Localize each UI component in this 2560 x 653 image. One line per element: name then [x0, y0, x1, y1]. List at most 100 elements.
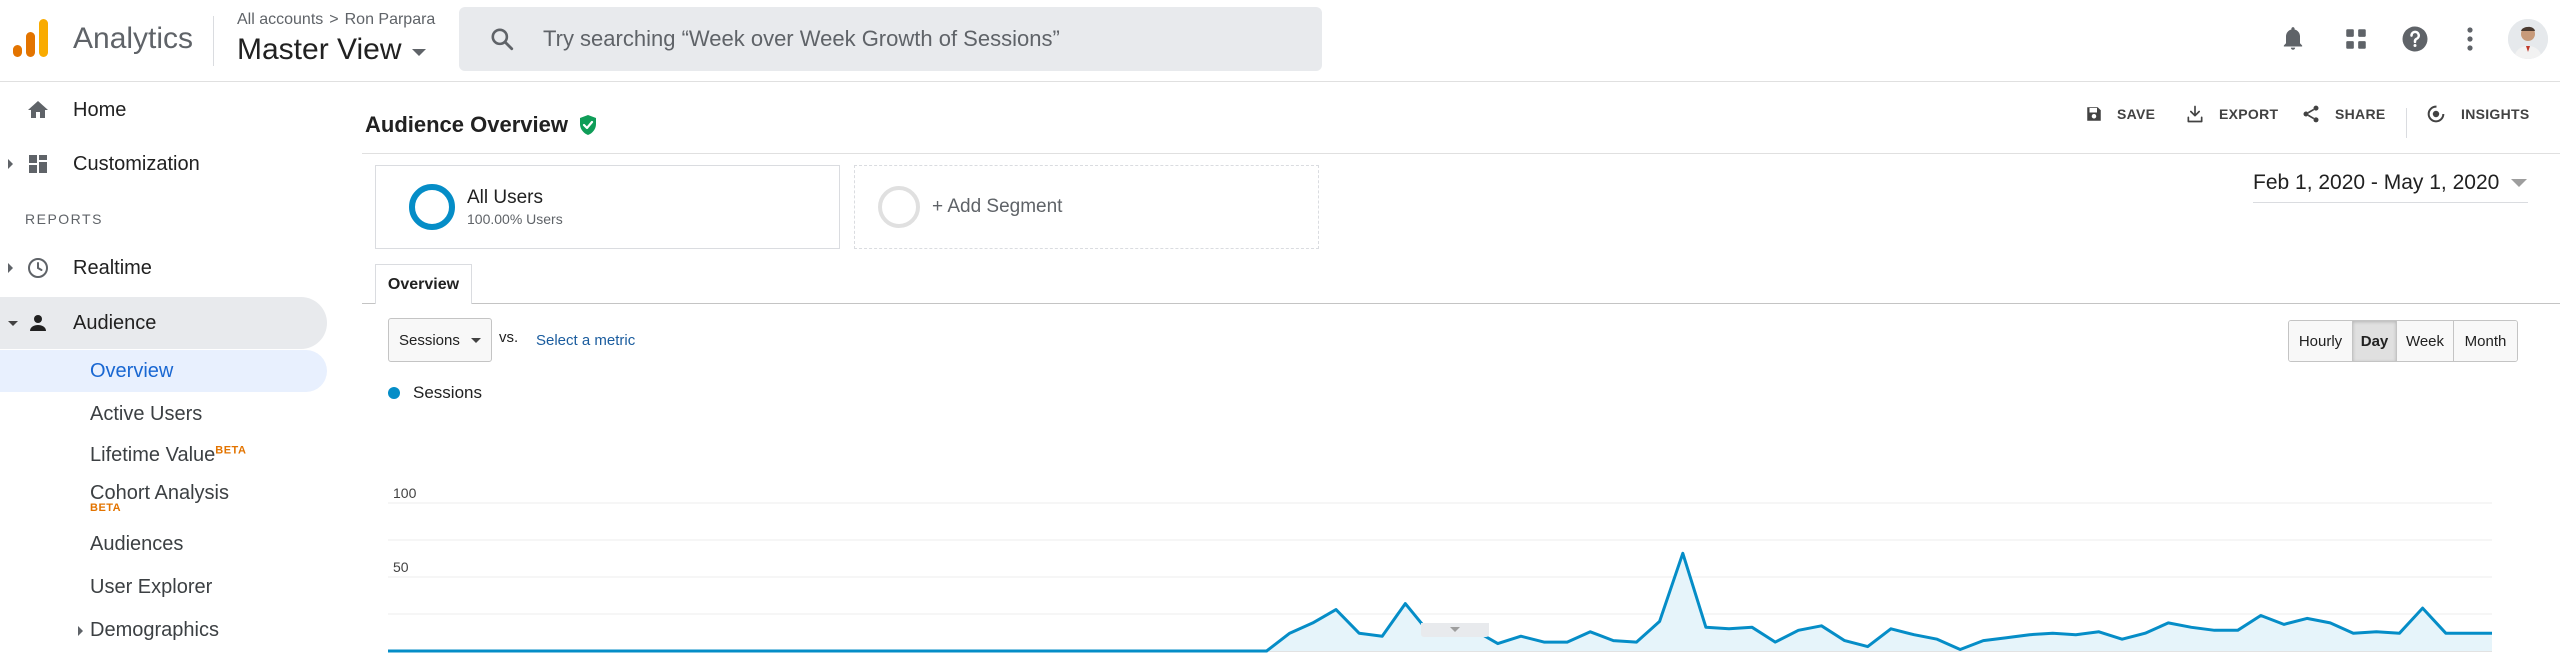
beta-badge: BETA — [90, 502, 122, 514]
search-bar[interactable]: Try searching “Week over Week Growth of … — [459, 7, 1322, 71]
sidebar-item-demographics[interactable]: Demographics — [78, 619, 219, 642]
save-icon — [2087, 107, 2101, 121]
avatar[interactable] — [2508, 19, 2548, 59]
help-icon[interactable] — [2399, 23, 2431, 55]
sidebar-item-label: Lifetime Value — [90, 444, 216, 466]
app-name: Analytics — [73, 22, 194, 55]
add-segment-label: + Add Segment — [932, 196, 1063, 217]
sidebar-item-audiences[interactable]: Audiences — [90, 533, 184, 555]
share-button[interactable]: SHARE — [2301, 104, 2386, 124]
tab-overview[interactable]: Overview — [375, 264, 472, 304]
save-label: SAVE — [2117, 106, 2156, 122]
granularity-month-button[interactable]: Month — [2454, 321, 2517, 361]
sidebar-item-cohort-analysis[interactable]: Cohort Analysis BETA — [90, 482, 229, 514]
select-metric-link[interactable]: Select a metric — [536, 332, 636, 349]
actions-divider — [2406, 108, 2407, 138]
legend-label: Sessions — [413, 383, 482, 402]
add-segment-button[interactable]: + Add Segment — [854, 165, 1319, 249]
date-range-label: Feb 1, 2020 - May 1, 2020 — [2253, 171, 2500, 194]
insights-label: INSIGHTS — [2461, 106, 2530, 122]
y-tick-label: 50 — [393, 559, 409, 575]
reports-section-label: REPORTS — [25, 211, 103, 227]
legend-dot-icon — [388, 387, 400, 399]
share-label: SHARE — [2335, 106, 2386, 122]
chevron-down-icon — [2511, 179, 2528, 187]
sidebar-item-label: Demographics — [90, 619, 219, 641]
export-label: EXPORT — [2219, 106, 2279, 122]
chart-collapse-handle[interactable] — [1421, 623, 1489, 637]
sidebar-item-label: Home — [73, 98, 127, 121]
chevron-down-icon — [471, 337, 481, 343]
segment-percentage: 100.00% Users — [467, 211, 563, 227]
sessions-chart[interactable]: 10050March 2020April 2020May 2... — [362, 404, 2560, 653]
insights-button[interactable]: INSIGHTS — [2425, 103, 2530, 125]
metric-selector-value: Sessions — [399, 331, 460, 349]
collapse-arrow-icon — [8, 320, 18, 326]
sidebar-item-home[interactable]: Home — [0, 90, 330, 130]
metric-selector[interactable]: Sessions — [388, 318, 492, 362]
sidebar-item-realtime[interactable]: Realtime — [0, 248, 330, 288]
sidebar-item-overview[interactable]: Overview — [90, 360, 174, 382]
header-divider — [213, 16, 214, 66]
segment-name: All Users — [467, 187, 544, 208]
segment-ring-icon — [409, 184, 455, 230]
insights-icon — [2427, 105, 2445, 123]
sidebar-item-audience[interactable]: Audience — [0, 303, 330, 343]
tab-divider — [362, 303, 2560, 304]
sidebar-item-label: Customization — [73, 152, 200, 175]
more-vert-icon[interactable] — [2454, 23, 2486, 55]
expand-arrow-icon — [8, 263, 13, 273]
sidebar-item-customization[interactable]: Customization — [0, 144, 330, 184]
breadcrumb-separator: > — [329, 11, 339, 28]
verified-shield-icon — [579, 115, 596, 135]
download-icon — [2187, 105, 2203, 123]
share-icon — [2303, 105, 2319, 123]
sidebar: Home Customization REPORTS Realtime Audi… — [0, 82, 337, 653]
granularity-week-button[interactable]: Week — [2397, 321, 2454, 361]
breadcrumb-all-accounts[interactable]: All accounts — [237, 11, 324, 28]
view-name: Master View — [237, 33, 402, 66]
vs-label: vs. — [499, 329, 519, 346]
save-button[interactable]: SAVE — [2085, 105, 2155, 123]
home-icon — [28, 101, 48, 118]
breadcrumb[interactable]: All accounts > Ron Parpara — [237, 11, 435, 29]
sidebar-item-label: Audience — [73, 311, 157, 334]
chevron-down-icon — [411, 48, 426, 56]
search-placeholder: Try searching “Week over Week Growth of … — [543, 26, 1060, 51]
bell-icon[interactable] — [2277, 23, 2309, 55]
page-title: Audience Overview — [365, 112, 598, 138]
person-icon — [30, 315, 46, 331]
y-tick-label: 100 — [393, 485, 417, 501]
top-app-bar: Analytics All accounts > Ron Parpara Maste… — [0, 0, 2560, 82]
granularity-hourly-button[interactable]: Hourly — [2289, 321, 2353, 361]
date-range-picker[interactable]: Feb 1, 2020 - May 1, 2020 — [2253, 171, 2528, 195]
expand-arrow-icon — [8, 159, 13, 169]
apps-grid-icon[interactable] — [2340, 23, 2372, 55]
date-range-underline — [2253, 202, 2528, 203]
sidebar-item-label: Realtime — [73, 256, 152, 279]
analytics-logo[interactable] — [13, 19, 49, 57]
title-divider — [362, 153, 2560, 154]
chart-legend: Sessions — [388, 383, 482, 403]
granularity-toggle: Hourly Day Week Month — [2288, 320, 2518, 362]
search-icon — [491, 28, 514, 51]
dashboard-icon — [29, 155, 47, 173]
page-title-text: Audience Overview — [365, 112, 568, 137]
clock-icon — [28, 258, 48, 278]
sidebar-item-user-explorer[interactable]: User Explorer — [90, 576, 213, 598]
breadcrumb-account[interactable]: Ron Parpara — [344, 11, 436, 28]
sidebar-item-label: Cohort Analysis — [90, 482, 229, 504]
granularity-day-button[interactable]: Day — [2353, 321, 2397, 361]
chevron-down-icon — [1450, 627, 1460, 632]
view-selector[interactable]: Master View — [237, 33, 426, 67]
sidebar-item-active-users[interactable]: Active Users — [90, 403, 203, 425]
sidebar-selected-bg — [0, 350, 327, 392]
export-button[interactable]: EXPORT — [2185, 104, 2278, 124]
sidebar-active-bg — [0, 297, 327, 349]
report-main: Audience Overview SAVE EXPORT SHARE INSI… — [362, 82, 2560, 653]
empty-segment-ring-icon — [878, 186, 920, 228]
sidebar-item-lifetime-value[interactable]: Lifetime ValueBETA — [90, 444, 246, 467]
beta-badge: BETA — [215, 444, 247, 457]
segment-all-users[interactable]: All Users 100.00% Users — [375, 165, 840, 249]
expand-arrow-icon — [78, 625, 83, 636]
